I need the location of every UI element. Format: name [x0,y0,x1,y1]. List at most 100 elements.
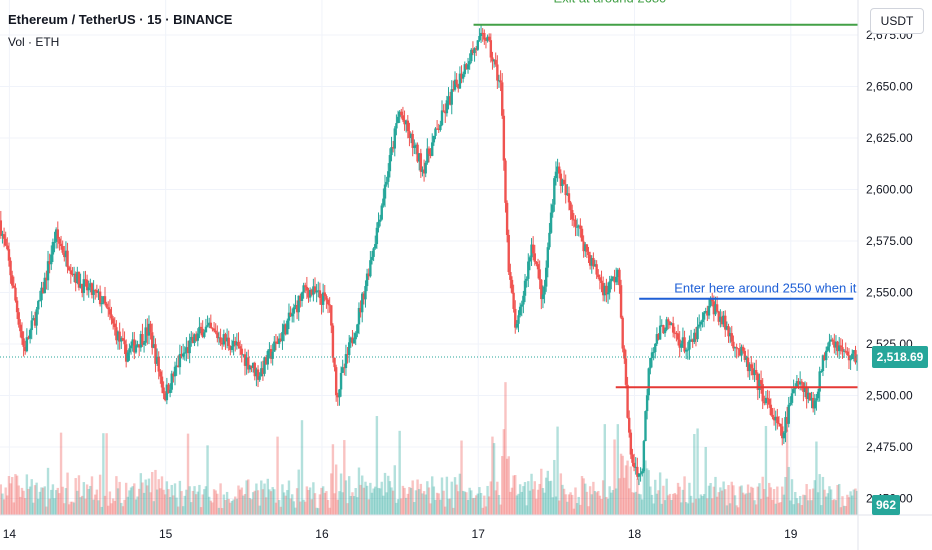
candle-body [688,340,691,350]
volume-bar [473,497,476,515]
candle-body [162,387,165,394]
candle-body [391,147,395,149]
candle-body [606,292,610,295]
candle-body [810,397,813,401]
volume-bar [476,493,480,515]
candle-body [468,61,471,65]
candle-body [440,110,444,125]
volume-bars [0,382,859,515]
volume-bar [842,505,846,515]
volume-bar [711,498,714,515]
candle-body [98,291,102,305]
volume-bar [759,498,763,515]
annotation-label: Exit at around 2680 [554,0,667,6]
volume-bar [644,460,647,515]
volume-bar [74,478,77,515]
volume-bar [398,430,401,515]
candle-body [395,123,398,129]
volume-bar [569,492,572,515]
volume-bar [639,494,642,515]
candle-body [706,310,709,316]
candle-body [588,254,592,266]
volume-bar [253,490,256,515]
candle-body [447,96,450,101]
candle-body [180,353,183,357]
candle-body [204,326,208,333]
volume-bar [460,440,463,515]
candle-body [439,124,442,130]
candle-body [191,336,195,343]
candle-body [354,333,357,340]
volume-bar [0,484,3,515]
volume-bar [131,486,134,515]
volume-bar [90,476,94,515]
volume-bar [597,490,600,515]
volume-bar [514,475,517,515]
volume-bar [357,467,361,515]
volume-bar [235,498,239,515]
candle-body [414,144,418,146]
candle-body [6,245,9,250]
volume-bar [610,492,613,515]
candle-body [323,292,326,297]
volume-bar [543,492,546,515]
candle-body [525,278,528,281]
volume-bar [305,486,309,515]
volume-bar [417,489,421,515]
candle-body [650,352,654,358]
candle-body [811,397,815,409]
volume-bar [574,487,577,515]
volume-bar [699,494,703,515]
volume-bar [137,488,141,515]
candle-body [668,321,672,326]
volume-bar [35,482,38,515]
volume-bar [261,489,265,515]
candle-body [30,320,33,331]
candle-body [784,417,787,433]
candle-body [709,298,712,306]
volume-bar [727,485,730,515]
candle-body [429,154,432,156]
volume-bar [701,495,704,515]
volume-bar [92,499,95,515]
candle-body [717,311,720,322]
volume-bar [388,481,392,515]
volume-bar [745,493,748,515]
volume-bar [427,487,431,515]
volume-bar [198,484,201,515]
volume-bar [203,489,206,515]
volume-bar [572,508,576,515]
candle-body [667,319,670,322]
candle-body [263,357,266,374]
volume-bar [481,507,484,515]
candle-body [326,299,330,305]
candle-body [177,365,180,368]
volume-bar [831,500,834,515]
candle-body [421,169,424,172]
candle-body [211,328,214,330]
volume-bar [196,491,199,515]
candle-body [720,316,724,325]
volume-bar [146,485,149,515]
candle-body [152,344,156,348]
volume-bar [107,505,110,515]
volume-bar [522,486,525,515]
candle-body [505,202,509,235]
volume-bar [444,506,447,515]
volume-bar [431,476,434,515]
volume-bar [683,476,686,515]
volume-legend[interactable]: Vol · ETH [8,35,60,49]
candle-body [852,350,856,354]
candle-body [792,389,795,394]
volume-bar [761,476,764,515]
volume-bar [408,486,411,515]
symbol-title[interactable]: Ethereum / TetherUS · 15 · BINANCE [8,12,233,27]
candle-body [621,317,624,349]
volume-bar [704,446,707,515]
price-tick-label: 2,625.00 [866,131,913,145]
currency-button[interactable]: USDT [870,8,924,34]
volume-bar [815,441,818,515]
volume-bar [816,492,820,515]
candle-body [590,257,593,266]
